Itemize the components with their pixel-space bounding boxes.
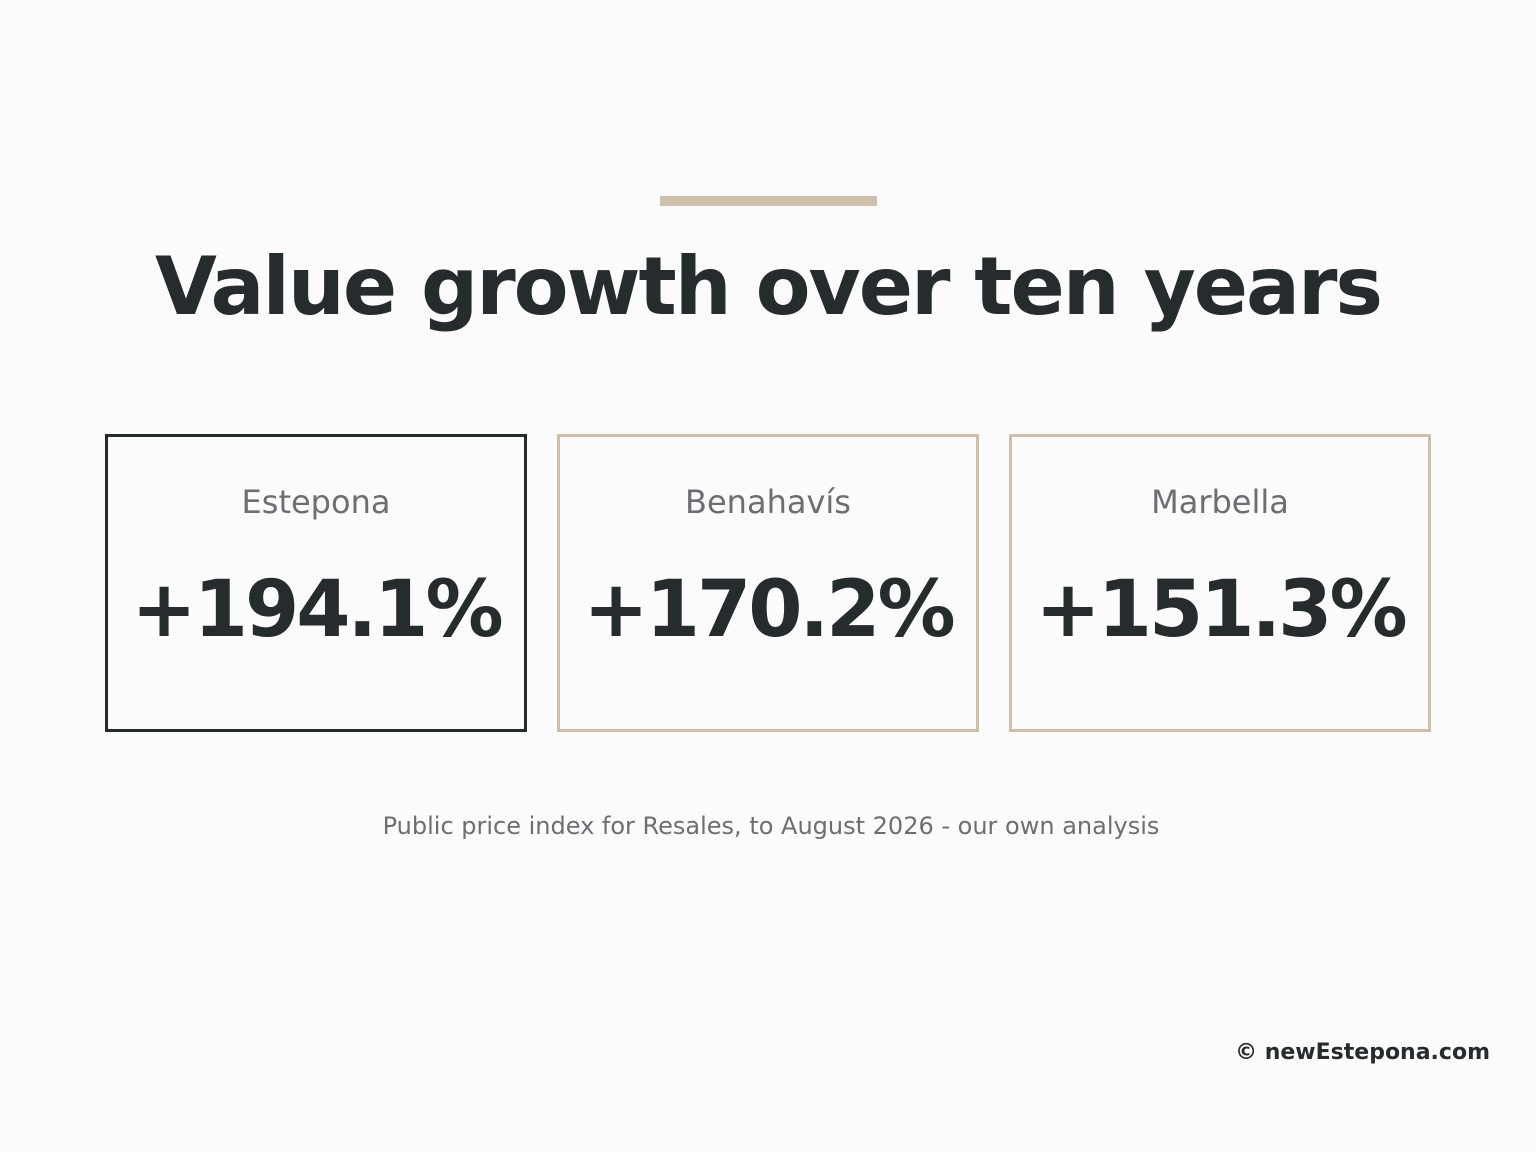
card-value: +194.1% <box>131 565 503 655</box>
card-value: +151.3% <box>1035 565 1407 655</box>
stat-card: Estepona +194.1% <box>105 434 527 732</box>
card-value: +170.2% <box>583 565 955 655</box>
card-label: Benahavís <box>685 483 851 521</box>
cards: Estepona +194.1% Benahavís +170.2% Marbella +… <box>105 434 1432 732</box>
title: Value growth over ten years <box>154 240 1383 333</box>
stat-card: Marbella +151.3% <box>1009 434 1431 732</box>
card-label: Marbella <box>1151 483 1289 521</box>
stat-card: Benahavís +170.2% <box>557 434 979 732</box>
accent-bar <box>660 196 877 206</box>
footer: © newEstepona.com <box>1235 1040 1490 1065</box>
source-note: Public price index for Resales, to Augus… <box>382 812 1160 840</box>
card-label: Estepona <box>241 483 391 521</box>
